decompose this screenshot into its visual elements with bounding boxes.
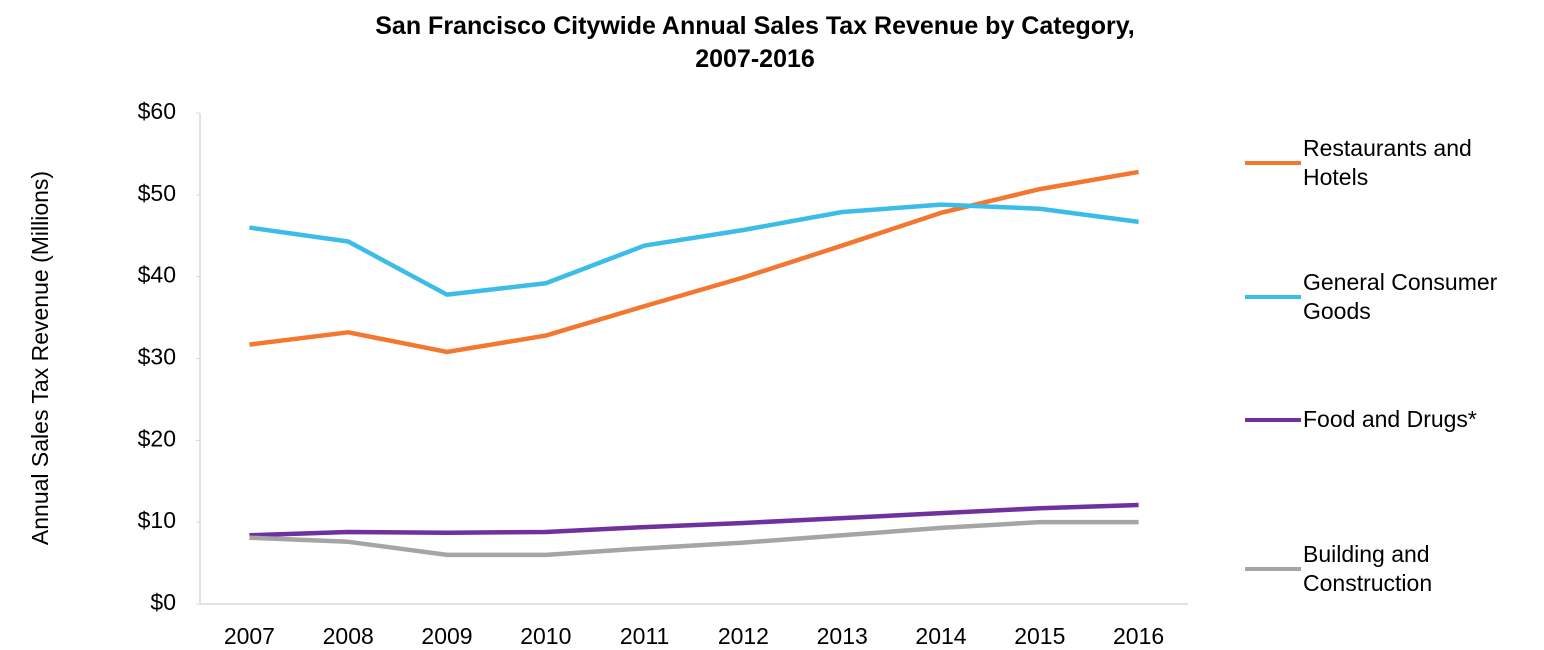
legend-swatch bbox=[1245, 567, 1301, 571]
legend-label: General Consumer Goods bbox=[1303, 269, 1498, 324]
x-tick-label: 2012 bbox=[718, 623, 769, 649]
x-tick-label: 2008 bbox=[323, 623, 374, 649]
x-tick-label: 2013 bbox=[817, 623, 868, 649]
legend-swatch bbox=[1245, 417, 1301, 422]
legend-label: Food and Drugs* bbox=[1303, 406, 1477, 432]
legend-item: Restaurants and Hotels bbox=[1245, 134, 1533, 192]
y-tick-label: $30 bbox=[138, 344, 176, 370]
legend-item: Food and Drugs* bbox=[1245, 405, 1533, 434]
x-tick-label: 2009 bbox=[421, 623, 472, 649]
y-tick-label: $20 bbox=[138, 425, 176, 451]
y-tick-label: $50 bbox=[138, 180, 176, 206]
series-line bbox=[249, 519, 1139, 558]
legend-swatch bbox=[1245, 295, 1301, 299]
y-tick-label: $60 bbox=[138, 98, 176, 124]
y-tick-label: $40 bbox=[138, 262, 176, 288]
x-tick-label: 2015 bbox=[1014, 623, 1065, 649]
y-axis-label: Annual Sales Tax Revenue (Millions) bbox=[27, 171, 53, 545]
legend-label: Restaurants and Hotels bbox=[1303, 135, 1472, 190]
x-tick-label: 2011 bbox=[620, 623, 669, 649]
x-tick-label: 2010 bbox=[520, 623, 571, 649]
legend-item: Building and Construction bbox=[1245, 540, 1533, 598]
legend-swatch bbox=[1245, 161, 1301, 165]
x-tick-label: 2016 bbox=[1113, 623, 1164, 649]
y-tick-label: $0 bbox=[150, 589, 176, 615]
chart-title: San Francisco Citywide Annual Sales Tax … bbox=[375, 12, 1135, 73]
x-tick-label: 2007 bbox=[224, 623, 275, 649]
y-tick-label: $10 bbox=[138, 507, 176, 533]
legend-label: Building and Construction bbox=[1303, 541, 1433, 596]
x-tick-label: 2014 bbox=[915, 623, 966, 649]
legend-item: General Consumer Goods bbox=[1245, 268, 1533, 326]
series-line bbox=[249, 202, 1139, 297]
series-line bbox=[249, 169, 1139, 355]
series-line bbox=[249, 502, 1139, 538]
